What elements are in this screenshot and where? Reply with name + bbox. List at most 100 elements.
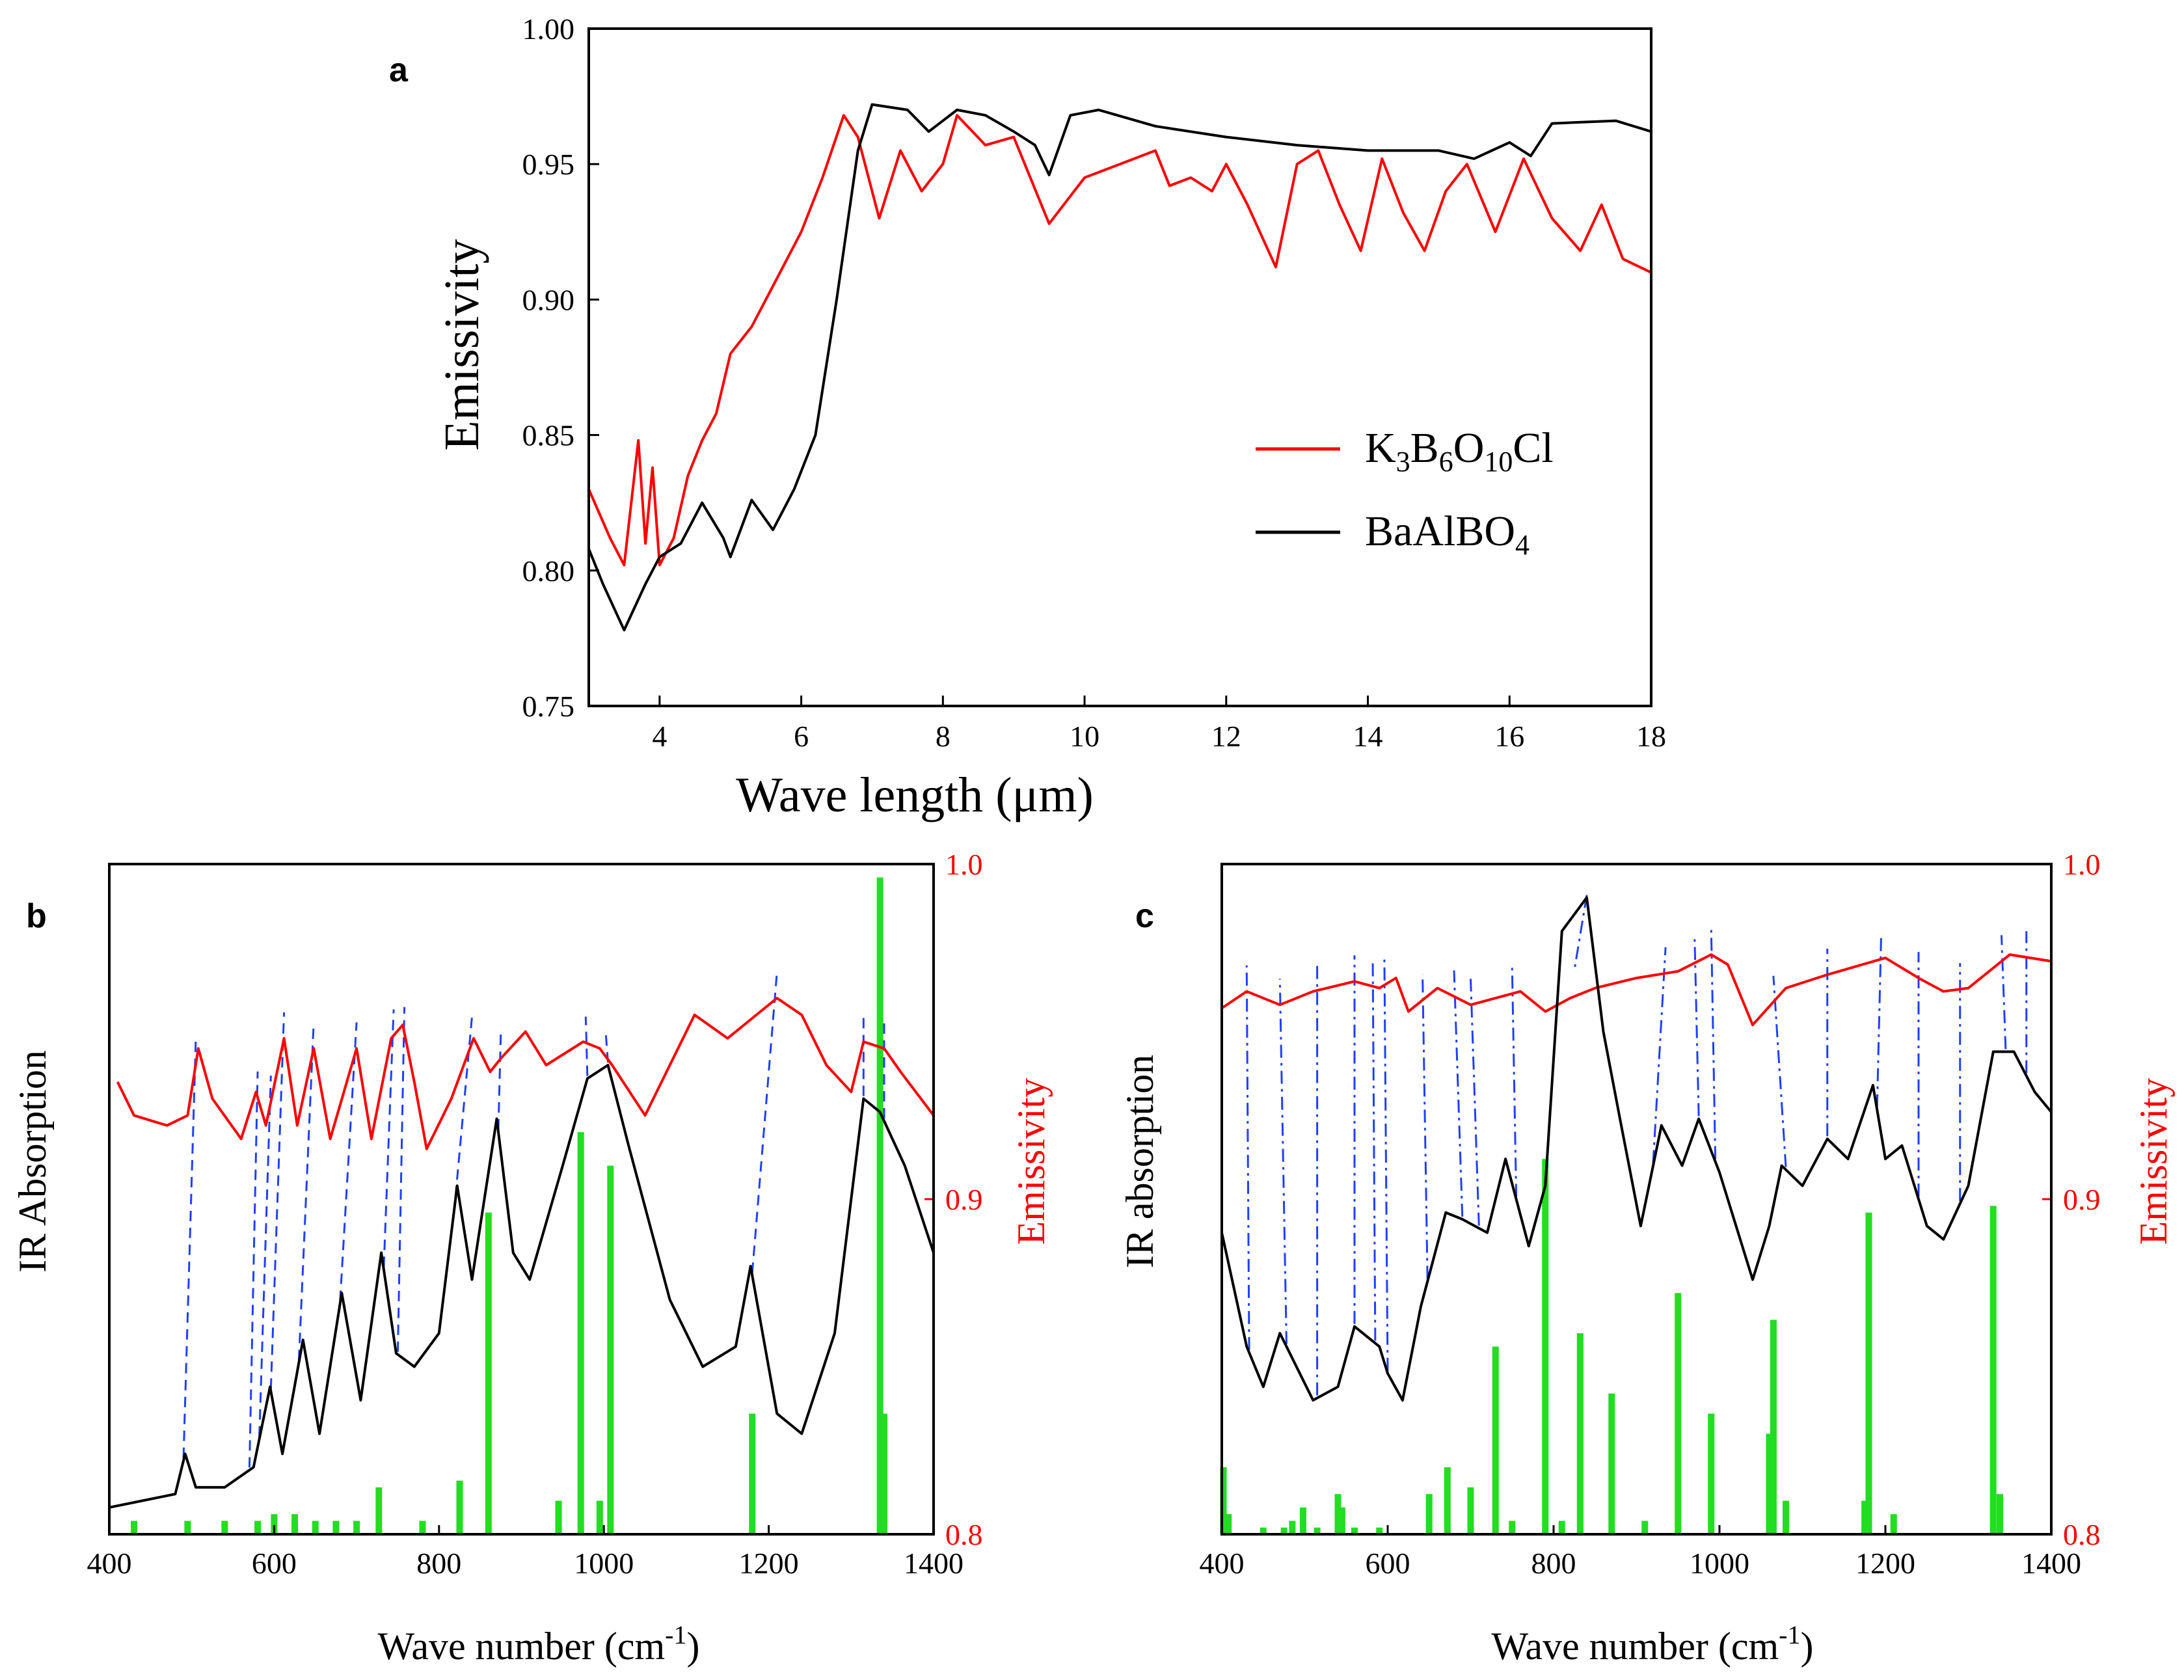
panel-a-y-tick-label: 0.80 <box>522 554 575 588</box>
panel-a-line-baalbo4 <box>587 103 1652 632</box>
panel-c-bar <box>1220 1467 1227 1534</box>
panel-b-left-axis-label: IR Absorption <box>11 1050 54 1273</box>
panel-c-bar <box>1425 1494 1433 1534</box>
panel-b-calculated-bars <box>131 877 887 1534</box>
panel-b-link <box>396 1007 406 1352</box>
panel-b-link <box>497 1032 502 1130</box>
panel-a-x-tick-label: 16 <box>1494 720 1524 753</box>
panel-c-calculated-bars <box>1220 1159 2003 1534</box>
panel-c-link <box>1422 974 1429 1279</box>
panel-b-bar <box>271 1514 278 1534</box>
panel-b-link <box>258 1076 272 1437</box>
panel-a-y-axis-label: Emissivity <box>435 239 489 450</box>
panel-b-bar <box>555 1500 562 1534</box>
panel-c-bar <box>1492 1346 1499 1534</box>
panel-b-x-tick-label: 1200 <box>739 1547 799 1580</box>
panel-c-link <box>1453 970 1464 1217</box>
panel-c-link <box>1245 965 1250 1350</box>
panel-b-frame <box>108 863 935 1536</box>
panel-c-x-axis-label: Wave number (cm-1) <box>1492 1620 1814 1668</box>
panel-c-bar <box>1708 1413 1715 1534</box>
panel-c-x-tick-label: 1000 <box>1690 1547 1749 1580</box>
panel-b-link <box>248 1071 259 1468</box>
panel-c-bar <box>1444 1467 1451 1534</box>
panel-b-bar <box>456 1480 463 1534</box>
panel-c-x-tick-label: 400 <box>1200 1547 1245 1580</box>
panel-c-ir-emissivity-chart: c 400 600 800 1000 1200 1400 0.8 0.9 1.0 Wave n… <box>1118 848 2175 1668</box>
panel-c-bar <box>1225 1514 1232 1534</box>
panel-b-bar <box>577 1132 584 1534</box>
panel-c-bar <box>1766 1433 1773 1534</box>
panel-c-bar <box>1558 1521 1565 1534</box>
panel-b-bar <box>485 1212 492 1534</box>
panel-c-bar <box>1989 1206 1997 1534</box>
panel-b-x-axis-label: Wave number (cm-1) <box>378 1620 700 1668</box>
panel-c-bar <box>1509 1521 1516 1534</box>
panel-a-x-tick-label: 14 <box>1353 720 1383 753</box>
panel-b-link <box>339 1022 358 1301</box>
panel-c-absorption-line <box>1220 896 2053 1402</box>
panel-c-emissivity-line <box>1220 953 2052 1027</box>
panel-c-link <box>1383 958 1389 1371</box>
panel-c-link <box>1511 968 1518 1197</box>
panel-b-bar <box>749 1413 756 1534</box>
panel-c-series <box>1220 896 2053 1402</box>
panel-c-link <box>2001 935 2007 1050</box>
panel-c-link <box>1772 975 1787 1167</box>
panel-c-bar <box>1299 1507 1306 1534</box>
panel-b-right-tick-label: 0.8 <box>945 1518 983 1551</box>
panel-c-bar <box>1641 1521 1649 1534</box>
panel-c-frame <box>1220 863 2053 1536</box>
panel-c-bar <box>1675 1293 1682 1534</box>
panel-a-x-tick-label: 4 <box>652 720 667 753</box>
panel-c-bar <box>1289 1521 1296 1534</box>
panel-a-line-k3b6o10cl <box>587 114 1652 567</box>
panel-b-dashed-links <box>182 971 885 1468</box>
panel-c-bar <box>1783 1500 1789 1534</box>
panel-b-bar <box>184 1521 191 1534</box>
legend-label-k3b6o10cl: K3B6O10Cl <box>1365 424 1554 478</box>
panel-c-link <box>1876 933 1883 1107</box>
panel-b-bar <box>332 1521 340 1534</box>
panel-b-bar <box>419 1521 426 1534</box>
panel-b-x-tick-label: 1000 <box>574 1547 634 1580</box>
panel-b-link <box>269 1012 286 1389</box>
panel-c-link <box>1710 928 1717 1159</box>
panel-c-x-tick-label: 1200 <box>1855 1547 1915 1580</box>
panel-a-x-tick-label: 12 <box>1211 720 1241 753</box>
panel-a-x-tick-label: 10 <box>1070 720 1099 753</box>
panel-a-y-tick-label: 0.95 <box>522 148 575 181</box>
panel-c-right-tick-label: 1.0 <box>2063 848 2101 881</box>
panel-c-x-tick-label: 800 <box>1531 1547 1576 1580</box>
panel-b-bar <box>131 1521 138 1534</box>
panel-b-right-tick-labels: 0.8 0.9 1.0 <box>945 848 983 1551</box>
panel-c-bar <box>1865 1212 1872 1534</box>
panel-a-x-tick-label: 18 <box>1636 720 1666 753</box>
panel-b-x-tick-label: 600 <box>252 1547 297 1580</box>
panel-a-emissivity-chart: a 4 6 8 10 12 14 16 18 0.75 0.80 0.85 0.90 0.95 1.00… <box>389 12 1666 822</box>
panel-c-bar <box>1338 1507 1345 1534</box>
panel-c-x-tick-labels: 400 600 800 1000 1200 1400 <box>1200 1547 2082 1580</box>
panel-b-link <box>297 1022 315 1361</box>
panel-b-right-axis-label: Emissivity <box>1010 1078 1053 1245</box>
panel-b-x-tick-labels: 400 600 800 1000 1200 1400 <box>87 1547 964 1580</box>
panel-c-link <box>1652 947 1667 1163</box>
panel-c-bar <box>1608 1393 1615 1534</box>
panel-b-x-tick-label: 1400 <box>904 1547 964 1580</box>
panel-b-link <box>383 1009 395 1267</box>
panel-b-bar <box>607 1165 614 1534</box>
panel-b-link <box>182 1037 197 1458</box>
panel-b-ticks <box>108 863 935 1536</box>
panel-b-emissivity-line <box>116 997 935 1150</box>
panel-c-bar <box>1467 1487 1474 1534</box>
panel-b-link <box>454 1016 473 1197</box>
panel-a-y-tick-label: 0.85 <box>522 419 575 452</box>
legend-label-baalbo4: BaAlBO4 <box>1365 508 1530 561</box>
panel-c-bar <box>1576 1333 1584 1534</box>
panel-b-right-tick-label: 1.0 <box>945 848 983 881</box>
panel-c-link <box>1573 895 1588 971</box>
panel-c-bar <box>1260 1527 1267 1534</box>
panel-b-ir-emissivity-chart: b 400 600 800 1000 1200 1400 0.8 0.9 1.0 Wave n… <box>11 848 1053 1668</box>
panel-b-bar <box>291 1514 299 1534</box>
panel-b-bar <box>876 877 883 1534</box>
